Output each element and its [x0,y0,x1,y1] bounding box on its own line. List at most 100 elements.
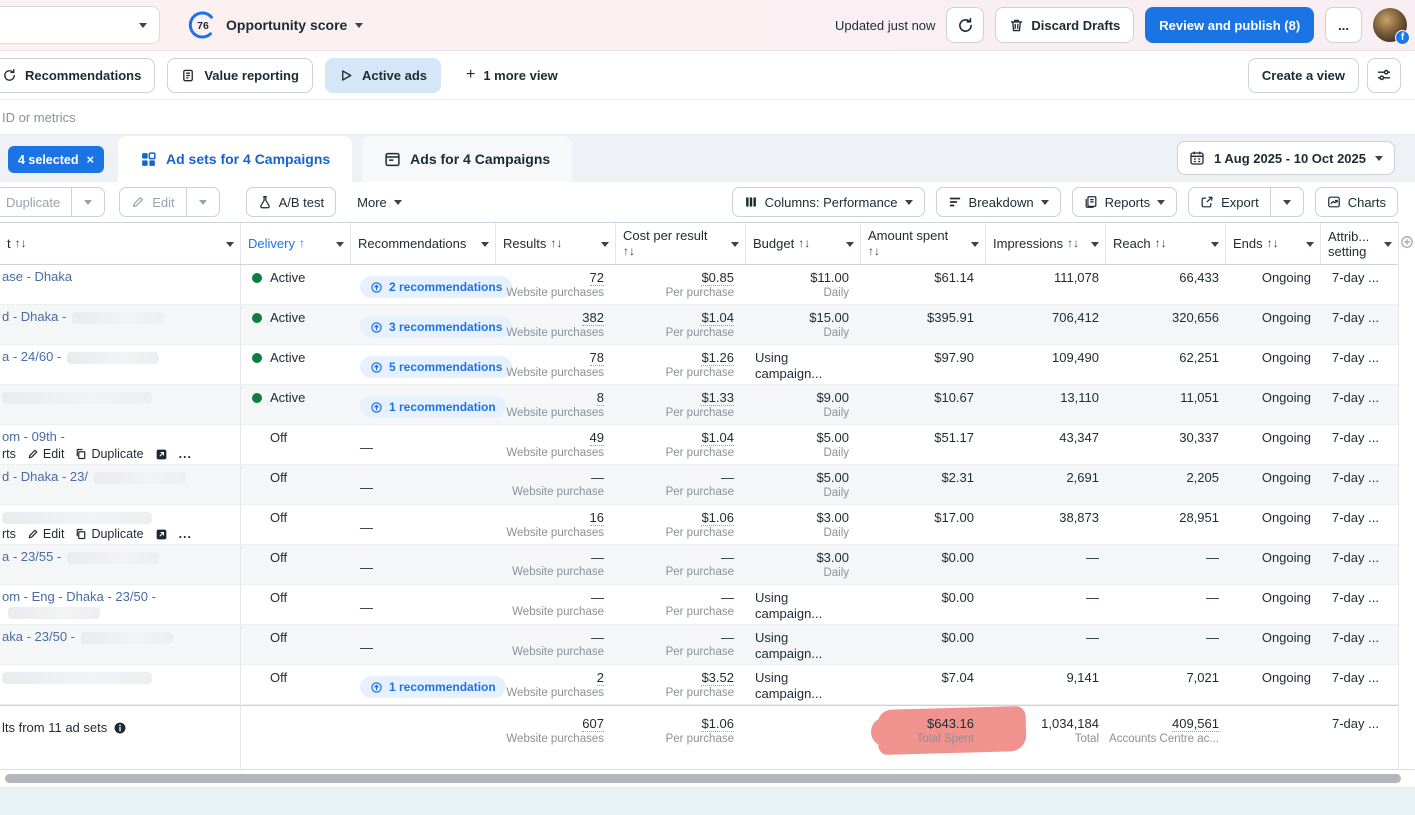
adset-name-link[interactable]: ase - Dhaka [2,269,72,284]
edit-button[interactable]: Edit [119,187,186,217]
table-row[interactable]: a - 23/55 - [0,545,1398,585]
view-charts-link[interactable]: rts [2,527,16,541]
table-row[interactable]: om - Eng - Dhaka - 23/50 - [0,585,1398,625]
header-impressions[interactable]: Impressions ↑↓ [986,223,1106,264]
header-delivery[interactable]: Delivery ↑ [241,223,351,264]
adset-name-link[interactable]: d - Dhaka - 23/ [2,469,88,484]
chevron-down-icon[interactable] [1384,242,1392,247]
tab-ads[interactable]: Ads for 4 Campaigns [362,136,572,182]
results-cell: 382 Website purchases [496,305,616,344]
header-recommendations[interactable]: Recommendations [351,223,496,264]
scrollbar-thumb[interactable] [5,774,1401,783]
more-options-button[interactable]: ... [1325,7,1362,43]
info-icon[interactable] [113,721,127,735]
view-recommendations[interactable]: Recommendations [0,58,155,93]
table-row[interactable]: d - Dhaka - [0,305,1398,345]
date-range-picker[interactable]: 1 Aug 2025 - 10 Oct 2025 [1177,141,1395,175]
recommendations-badge[interactable]: 1 recommendation [360,396,506,418]
recommendations-badge[interactable]: 1 recommendation [360,676,506,698]
header-results[interactable]: Results ↑↓ [496,223,616,264]
amount-spent-cell: $17.00 [861,505,986,544]
adset-name-link[interactable]: om - 09th - [2,429,65,444]
table-row[interactable]: ase - Dhaka [0,265,1398,305]
amount-spent-cell: $97.90 [861,345,986,384]
add-column-icon[interactable] [1400,235,1414,249]
opportunity-score[interactable]: 76 Opportunity score [188,10,363,40]
close-icon[interactable]: × [86,152,94,167]
view-settings-button[interactable] [1367,58,1401,93]
header-ends[interactable]: Ends ↑↓ [1226,223,1321,264]
sort-icon: ↑↓ [15,236,27,251]
edit-link[interactable]: Edit [27,527,65,541]
discard-drafts-button[interactable]: Discard Drafts [995,7,1134,43]
redacted-text [67,552,159,564]
tab-ad-sets[interactable]: Ad sets for 4 Campaigns [118,136,352,182]
edit-dropdown[interactable] [187,187,220,217]
chevron-down-icon[interactable] [971,242,979,247]
chevron-down-icon [1375,156,1383,161]
chevron-down-icon[interactable] [336,242,344,247]
table-row[interactable]: a - 24/60 - [0,345,1398,385]
chevron-down-icon[interactable] [1306,242,1314,247]
header-reach[interactable]: Reach ↑↓ [1106,223,1226,264]
duplicate-dropdown[interactable] [72,187,105,217]
chevron-down-icon[interactable] [481,242,489,247]
adset-name-link[interactable]: d - Dhaka - [2,309,66,324]
columns-button[interactable]: Columns: Performance [732,187,925,217]
more-actions-button[interactable]: More [346,187,413,217]
open-icon[interactable] [155,528,168,541]
more-views-button[interactable]: + 1 more view [453,58,571,93]
create-view-button[interactable]: Create a view [1248,58,1359,93]
table-row[interactable]: Active 1 recommendation — 8 Website purc… [0,385,1398,425]
table-row[interactable]: aka - 23/50 - [0,625,1398,665]
chevron-down-icon[interactable] [1091,242,1099,247]
row-more-button[interactable]: ... [179,447,192,461]
header-attribution-setting[interactable]: Attrib...setting [1321,223,1398,264]
view-active-ads[interactable]: Active ads [325,58,441,93]
chevron-down-icon[interactable] [601,242,609,247]
duplicate-link[interactable]: Duplicate [75,447,143,461]
chevron-down-icon[interactable] [846,242,854,247]
header-budget[interactable]: Budget ↑↓ [746,223,861,264]
horizontal-scrollbar[interactable] [0,769,1415,786]
adset-name-link[interactable]: aka - 23/50 - [2,629,75,644]
refresh-button[interactable] [946,7,984,43]
duplicate-button[interactable]: Duplicate [0,187,72,217]
header-ad-set[interactable]: t ↑↓ [0,223,241,264]
adset-name-link[interactable]: om - Eng - Dhaka - 23/50 - [2,589,156,604]
reports-button[interactable]: Reports [1072,187,1178,217]
table-row[interactable]: om - 09th - rts Edit Duplicate [0,425,1398,465]
open-icon[interactable] [155,448,168,461]
export-dropdown[interactable] [1271,187,1304,217]
adset-name-link[interactable]: a - 23/55 - [2,549,61,564]
edit-link[interactable]: Edit [27,447,65,461]
search-bar[interactable]: ID or metrics [0,100,1415,135]
chevron-down-icon[interactable] [1211,242,1219,247]
export-button[interactable]: Export [1188,187,1271,217]
recommendations-badge[interactable]: 3 recommendations [360,316,512,338]
chevron-down-icon[interactable] [355,23,363,28]
ab-test-button[interactable]: A/B test [246,187,337,217]
row-more-button[interactable]: ... [179,527,192,541]
sort-icon: ↑↓ [868,244,880,258]
duplicate-link[interactable]: Duplicate [75,527,143,541]
chevron-down-icon[interactable] [731,242,739,247]
header-cost-per-result[interactable]: Cost per result↑↓ [616,223,746,264]
charts-button[interactable]: Charts [1315,187,1398,217]
chevron-down-icon[interactable] [226,242,234,247]
table-row[interactable]: d - Dhaka - 23/ [0,465,1398,505]
selected-count-pill[interactable]: 4 selected × [8,146,104,173]
table-row[interactable]: Off 1 recommendation — 2 Website purchas… [0,665,1398,705]
recommendations-badge[interactable]: 5 recommendations [360,356,512,378]
account-dropdown[interactable] [0,6,160,44]
avatar[interactable]: f [1373,8,1407,42]
table-row[interactable]: rts Edit Duplicate [0,505,1398,545]
review-publish-button[interactable]: Review and publish (8) [1145,7,1314,43]
view-charts-link[interactable]: rts [2,447,16,461]
header-amount-spent[interactable]: Amount spent↑↓ [861,223,986,264]
ends-cell: Ongoing [1226,305,1321,344]
adset-name-link[interactable]: a - 24/60 - [2,349,61,364]
recommendations-badge[interactable]: 2 recommendations [360,276,512,298]
view-value-reporting[interactable]: Value reporting [167,58,313,93]
breakdown-button[interactable]: Breakdown [936,187,1061,217]
